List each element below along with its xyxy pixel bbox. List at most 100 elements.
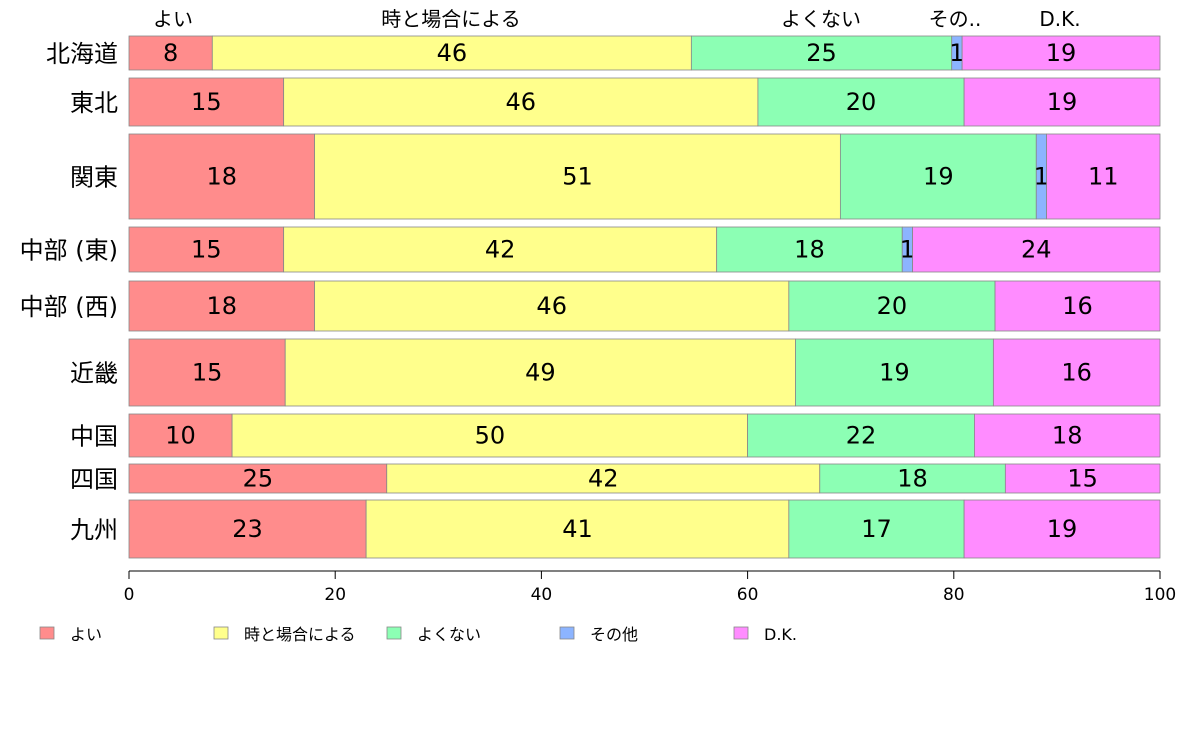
legend-label: 時と場合による: [244, 625, 356, 644]
bar-segment: [284, 338, 796, 407]
bar-segment: [128, 133, 315, 220]
bar-value-label: 18: [897, 465, 928, 493]
bar-value-label: 25: [806, 39, 837, 67]
bar-value-label: 42: [485, 236, 516, 264]
series-top-label: D.K.: [1039, 7, 1080, 31]
bar-segment: [128, 280, 315, 332]
bar-segment: [839, 133, 1037, 220]
bar-value-label: 19: [923, 163, 954, 191]
bar-value-label: 49: [525, 359, 556, 387]
bar-value-label: 51: [562, 163, 593, 191]
bar-segment: [912, 226, 1161, 273]
bar-value-label: 50: [475, 422, 506, 450]
bar-segment: [283, 77, 759, 127]
series-top-label: よい: [153, 7, 193, 31]
bar-value-label: 42: [588, 465, 619, 493]
x-tick-label: 80: [943, 585, 965, 605]
legend-label: その他: [590, 625, 638, 644]
bar-value-label: 18: [794, 236, 825, 264]
legend-swatch: [39, 626, 55, 640]
bar-segment: [283, 226, 718, 273]
bar-segment: [788, 280, 996, 332]
bar-value-label: 24: [1021, 236, 1052, 264]
category-label: 四国: [70, 466, 118, 494]
bar-value-label: 17: [861, 515, 892, 543]
bar-value-label: 16: [1062, 292, 1093, 320]
bar-segment: [963, 77, 1161, 127]
bar-value-label: 41: [562, 515, 593, 543]
bar-segment: [795, 338, 994, 407]
bar-segment: [1004, 463, 1161, 494]
bar-value-label: 46: [437, 39, 468, 67]
bar-value-label: 19: [879, 359, 910, 387]
bar-value-label: 1: [1034, 163, 1049, 191]
legend-label: D.K.: [764, 625, 797, 644]
bar-value-label: 15: [191, 236, 222, 264]
bar-value-label: 19: [1047, 88, 1078, 116]
bar-value-label: 18: [207, 292, 238, 320]
bar-value-label: 11: [1088, 163, 1119, 191]
category-label: 九州: [70, 516, 118, 544]
bar-segment: [128, 463, 388, 494]
x-tick-label: 20: [324, 585, 346, 605]
bar-segment: [314, 133, 841, 220]
bar-segment: [128, 35, 213, 71]
bar-value-label: 8: [163, 39, 178, 67]
series-top-label: 時と場合による: [381, 7, 520, 31]
bar-value-label: 22: [846, 422, 877, 450]
series-top-label: その..: [929, 7, 982, 31]
bar-value-label: 18: [1052, 422, 1083, 450]
bar-segment: [128, 77, 285, 127]
category-label: 中部 (東): [20, 237, 118, 265]
bar-segment: [128, 413, 233, 458]
bar-segment: [128, 226, 285, 273]
bar-value-label: 25: [243, 465, 274, 493]
bar-value-label: 19: [1047, 515, 1078, 543]
category-label: 北海道: [46, 40, 118, 68]
legend-swatch: [559, 626, 575, 640]
bar-value-label: 1: [949, 39, 964, 67]
bar-segment: [128, 338, 286, 407]
bar-value-label: 16: [1061, 359, 1092, 387]
bar-value-label: 1: [900, 236, 915, 264]
bar-segment: [963, 499, 1161, 559]
legend-swatch: [213, 626, 229, 640]
bar-value-label: 19: [1046, 39, 1077, 67]
bar-value-label: 46: [536, 292, 567, 320]
category-label: 近畿: [70, 360, 118, 388]
bar-segment: [961, 35, 1161, 71]
x-tick-label: 100: [1144, 585, 1176, 605]
legend-swatch: [733, 626, 749, 640]
bar-segment: [716, 226, 903, 273]
bar-value-label: 20: [846, 88, 877, 116]
bar-value-label: 15: [191, 88, 222, 116]
legend-label: よい: [70, 625, 102, 644]
bar-value-label: 15: [192, 359, 223, 387]
bar-segment: [365, 499, 790, 559]
series-top-label: よくない: [781, 7, 861, 31]
bar-segment: [211, 35, 692, 71]
bar-value-label: 18: [207, 163, 238, 191]
bar-segment: [1046, 133, 1161, 220]
bar-segment: [314, 280, 790, 332]
bar-segment: [757, 77, 965, 127]
category-label: 中国: [70, 423, 118, 451]
bar-segment: [386, 463, 821, 494]
bar-segment: [974, 413, 1161, 458]
bar-value-label: 46: [506, 88, 537, 116]
legend-label: よくない: [417, 625, 481, 644]
bar-segment: [690, 35, 953, 71]
bar-value-label: 23: [232, 515, 263, 543]
bar-segment: [747, 413, 975, 458]
category-label: 東北: [70, 89, 118, 117]
bar-segment: [994, 280, 1161, 332]
bar-value-label: 20: [877, 292, 908, 320]
x-tick-label: 40: [531, 585, 553, 605]
bar-value-label: 10: [165, 422, 196, 450]
bar-segment: [992, 338, 1161, 407]
x-tick-label: 0: [124, 585, 135, 605]
x-tick-label: 60: [737, 585, 759, 605]
bar-segment: [231, 413, 749, 458]
bar-value-label: 15: [1067, 465, 1098, 493]
